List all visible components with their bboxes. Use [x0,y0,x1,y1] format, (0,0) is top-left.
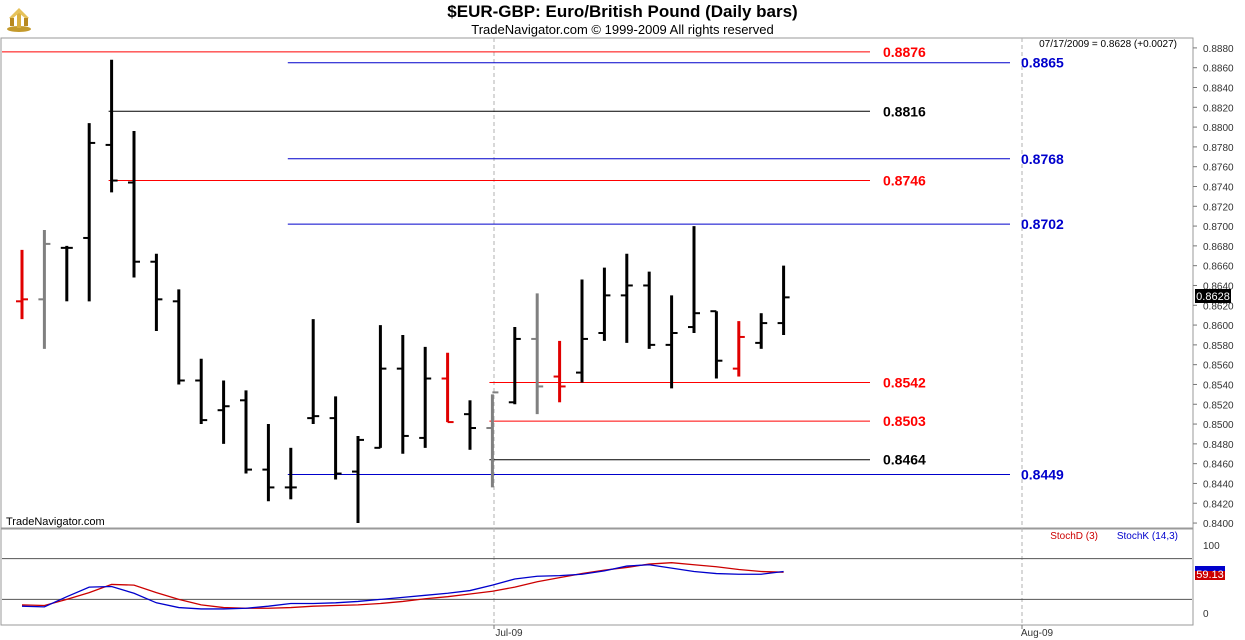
price-tick-label: 0.8680 [1203,242,1234,253]
ohlc-bar [553,340,566,403]
stochastic-panel: 100 0 [2,541,1220,620]
ohlc-bar [732,321,745,377]
price-tick-label: 0.8420 [1203,499,1234,510]
level-label: 0.8816 [883,103,926,119]
price-axis: 0.8880 0.8860 0.8840 0.8820 0.8800 0.8780 0.87… [1193,44,1234,530]
last-quote-label: 07/17/2009 = 0.8628 (+0.0027) [1039,39,1177,50]
date-tick-label: Aug-09 [1021,628,1054,639]
trade-navigator-logo [4,4,34,34]
ohlc-bar [508,327,521,405]
ohlc-bar [755,313,768,349]
ohlc-bars [16,59,790,524]
watermark-label: TradeNavigator.com [6,516,105,528]
price-tick-label: 0.8800 [1203,123,1234,134]
price-tick-label: 0.8480 [1203,440,1234,451]
price-tick-label: 0.8500 [1203,420,1234,431]
ohlc-bar [486,391,499,488]
ohlc-bar [195,358,208,425]
ohlc-bar [643,271,656,349]
price-tick-label: 0.8740 [1203,182,1234,193]
level-label: 0.8865 [1021,55,1064,71]
price-tick-label: 0.8560 [1203,361,1234,372]
stochd-legend: StochD (3) [1050,531,1098,542]
stochastic-panel-border [0,528,1194,626]
price-tick-label: 0.8880 [1203,44,1234,55]
ohlc-bar [531,293,544,415]
price-tick-label: 0.8600 [1203,321,1234,332]
price-tick-label: 0.8720 [1203,202,1234,213]
chart-frame [0,37,1194,626]
ohlc-bar [217,380,230,444]
ohlc-bar [240,390,252,474]
price-tick-label: 0.8520 [1203,400,1234,411]
chart-header: $EUR-GBP: Euro/British Pound (Daily bars… [0,0,1245,38]
stoch-value-tag-text: 59.13 [1196,569,1224,581]
stochk-legend: StochK (14,3) [1117,531,1178,542]
chart-title: $EUR-GBP: Euro/British Pound (Daily bars… [447,2,798,21]
ohlc-bar [374,325,387,449]
stoch-tick-label: 0 [1203,609,1209,620]
ohlc-bar [150,253,163,332]
price-tick-label: 0.8660 [1203,262,1234,273]
level-label: 0.8768 [1021,151,1064,167]
price-tick-label: 0.8580 [1203,341,1234,352]
price-tick-label: 0.8780 [1203,143,1234,154]
ohlc-bar [128,131,140,278]
ohlc-bar [665,295,678,389]
price-tick-label: 0.8400 [1203,519,1234,530]
price-tick-label: 0.8440 [1203,479,1234,490]
ohlc-bar [60,245,73,302]
level-label: 0.8503 [883,413,926,429]
ohlc-bar [16,249,28,320]
ohlc-bar [172,289,185,385]
ohlc-bar [441,352,454,424]
price-panel-border [0,37,1194,529]
ohlc-bar [105,59,118,193]
ohlc-bar [620,253,633,343]
price-tick-label: 0.8620 [1203,301,1234,312]
level-label: 0.8542 [883,374,926,390]
price-tick-label: 0.8860 [1203,64,1234,75]
ohlc-bar [688,226,700,333]
level-lines: 0.8876 0.8865 0.8816 0.8768 0.8746 0.8702 0.85… [2,44,1064,483]
ohlc-bar [329,396,342,480]
date-axis: Jul-09 Aug-09 [493,625,1054,639]
stochk-line [21,564,784,610]
price-tick-label: 0.8460 [1203,460,1234,471]
ohlc-bar [464,400,476,450]
ohlc-bar [576,279,588,383]
current-price-tag: 0.8628 [1195,289,1231,303]
ohlc-bar [777,265,790,335]
stoch-tick-label: 100 [1203,541,1220,552]
price-tick-label: 0.8760 [1203,163,1234,174]
ohlc-bar [396,334,409,454]
current-price-tag-text: 0.8628 [1196,291,1230,303]
ohlc-bar [710,310,723,379]
level-label: 0.8876 [883,44,926,60]
price-tick-label: 0.8840 [1203,83,1234,94]
ohlc-bar [83,123,96,302]
level-label: 0.8746 [883,173,926,189]
ohlc-bar [38,230,51,349]
ohlc-bar [307,319,320,425]
level-label: 0.8449 [1021,467,1064,483]
copyright-subtitle: TradeNavigator.com © 1999-2009 All right… [471,22,774,37]
price-tick-label: 0.8540 [1203,380,1234,391]
ohlc-bar [284,447,297,500]
ohlc-bar [598,267,611,341]
ohlc-bar [352,435,364,524]
date-tick-label: Jul-09 [495,628,523,639]
price-tick-label: 0.8700 [1203,222,1234,233]
level-label: 0.8464 [883,452,926,468]
stoch-value-tag: 59.13 [1195,566,1225,581]
ohlc-bar [262,424,275,502]
price-tick-label: 0.8820 [1203,103,1234,114]
stochd-line [21,562,784,609]
ohlc-bar [419,346,432,448]
price-tick-label: 0.8640 [1203,281,1234,292]
level-label: 0.8702 [1021,216,1064,232]
